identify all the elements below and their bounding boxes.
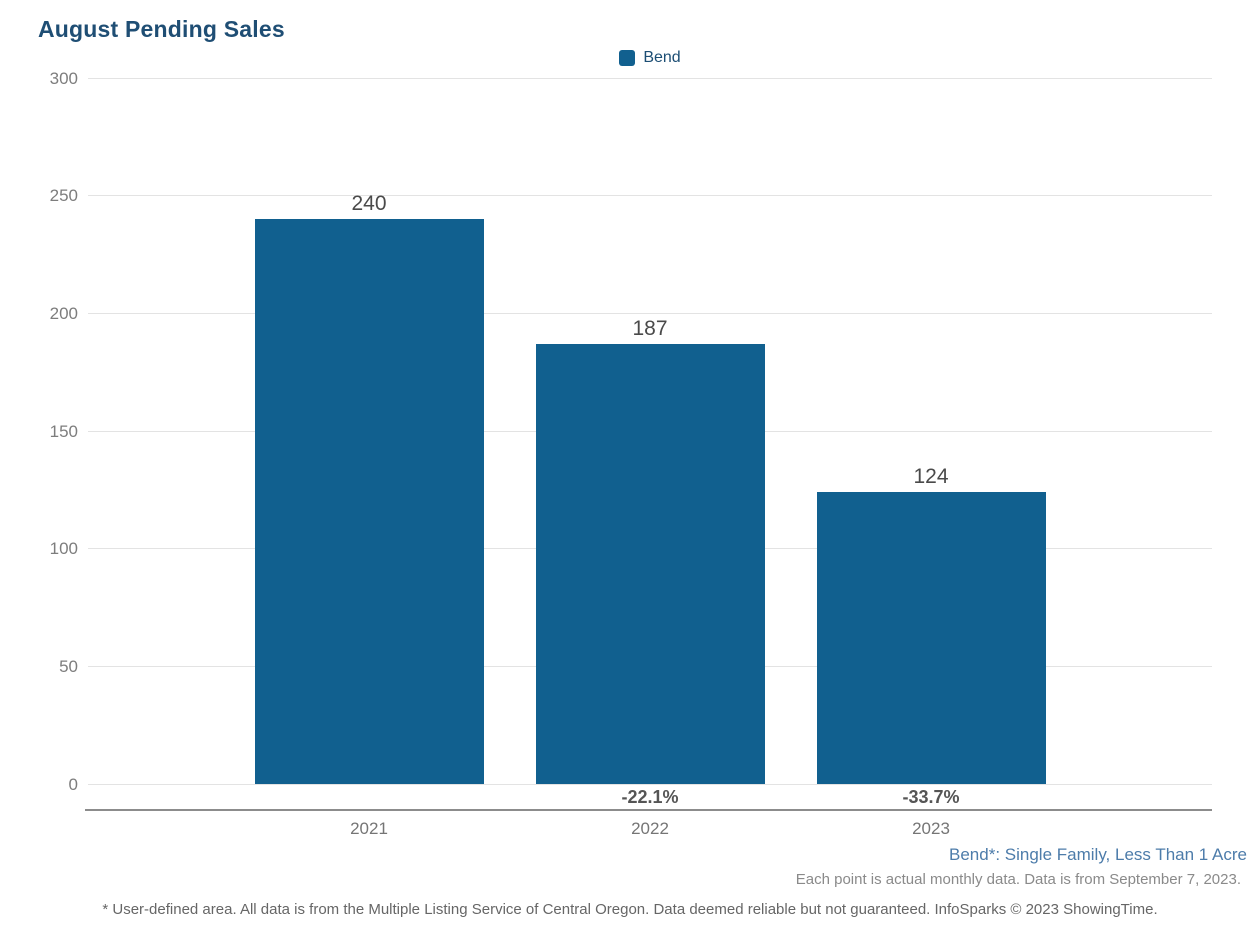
- x-axis-line: [85, 809, 1212, 811]
- x-category-label-2021: 2021: [350, 819, 388, 838]
- series-definition-note: Bend*: Single Family, Less Than 1 Acre: [949, 845, 1247, 864]
- bar-value-label-2023: 124: [913, 465, 949, 489]
- chart-title: August Pending Sales: [38, 16, 285, 42]
- footer-disclaimer: * User-defined area. All data is from th…: [102, 901, 1158, 918]
- data-source-note: Each point is actual monthly data. Data …: [795, 871, 1241, 888]
- pct-change-label-2023: -33.7%: [902, 787, 960, 807]
- y-tick-label-250: 250: [49, 186, 78, 206]
- y-tick-label-150: 150: [49, 421, 78, 441]
- y-tick-label-100: 100: [49, 539, 78, 559]
- legend-swatch-icon: [619, 50, 636, 66]
- legend[interactable]: Bend: [0, 49, 1260, 67]
- y-tick-label-300: 300: [49, 68, 78, 88]
- bar-value-label-2022: 187: [632, 316, 668, 340]
- pct-change-label-2022: -22.1%: [621, 787, 679, 807]
- bar-2023[interactable]: [816, 492, 1046, 784]
- y-tick-label-0: 0: [68, 774, 78, 794]
- gridline-y-300: [88, 77, 1212, 79]
- y-tick-label-50: 50: [59, 656, 78, 676]
- y-tick-label-200: 200: [49, 303, 78, 323]
- legend-series-label: Bend: [643, 49, 681, 66]
- gridline-y-0: [88, 783, 1212, 785]
- bar-2022[interactable]: [535, 343, 765, 784]
- gridline-y-250: [88, 195, 1212, 197]
- gridline-y-200: [88, 312, 1212, 314]
- bar-value-label-2021: 240: [351, 192, 387, 216]
- x-category-label-2022: 2022: [631, 819, 669, 838]
- bar-2021[interactable]: [254, 219, 484, 784]
- x-category-label-2023: 2023: [912, 819, 950, 838]
- plot-area: 0 50 100 150 200 250 300 240 187 124: [50, 70, 1212, 793]
